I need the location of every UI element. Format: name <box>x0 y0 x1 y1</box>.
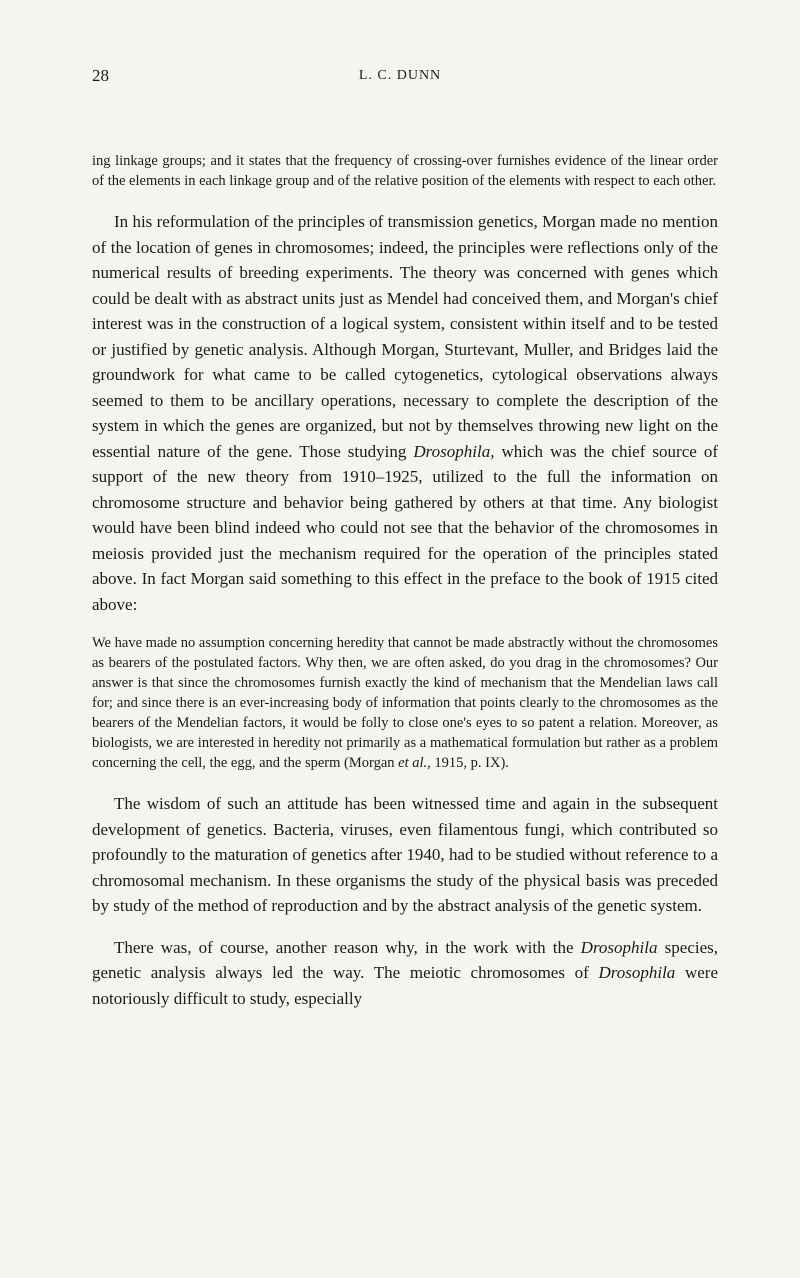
italic-etal: et al., <box>398 755 431 771</box>
block-quote-2: We have made no assumption concerning he… <box>92 633 718 773</box>
italic-drosophila-3: Drosophila <box>598 963 675 982</box>
para1-text-pre: In his reformulation of the principles o… <box>92 212 718 461</box>
page-number: 28 <box>92 66 109 86</box>
quote2-pre: We have made no assumption concerning he… <box>92 635 718 771</box>
page-content: ing linkage groups; and it states that t… <box>92 151 718 1011</box>
italic-drosophila-1: Drosophila, <box>413 442 494 461</box>
body-paragraph-1: In his reformulation of the principles o… <box>92 209 718 617</box>
running-header: L. C. DUNN <box>359 68 441 84</box>
para1-text-post: which was the chief source of support of… <box>92 442 718 614</box>
para3-pre: There was, of course, another reason why… <box>114 938 581 957</box>
italic-drosophila-2: Drosophila <box>581 938 658 957</box>
quote2-post: 1915, p. IX). <box>431 755 509 771</box>
body-paragraph-3: There was, of course, another reason why… <box>92 935 718 1012</box>
body-paragraph-2: The wisdom of such an attitude has been … <box>92 791 718 919</box>
quote-continuation: ing linkage groups; and it states that t… <box>92 151 718 191</box>
